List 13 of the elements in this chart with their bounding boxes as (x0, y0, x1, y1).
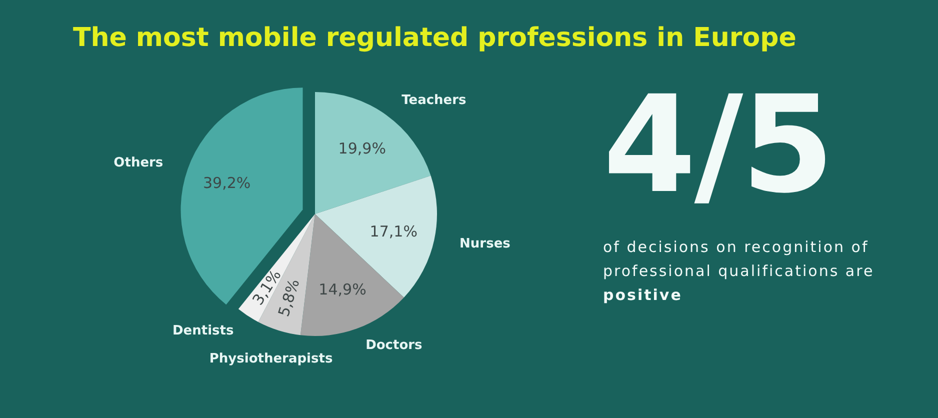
slice-label: Teachers (402, 92, 467, 108)
slice-label: Physiotherapists (209, 352, 333, 367)
slice-label: Nurses (460, 236, 511, 252)
slice-label: Doctors (366, 338, 423, 354)
data-label: 17,1% (370, 222, 418, 240)
text: positive (603, 286, 682, 304)
data-label: 14,9% (318, 280, 366, 299)
data-label: 39,2% (202, 174, 251, 192)
slice-label: Dentists (172, 324, 234, 339)
text: 4/5 (603, 67, 834, 223)
chart-title: The most mobile regulated professions in Europe (73, 23, 796, 53)
slice-label: Others (114, 156, 164, 171)
data-label: 19,9% (338, 140, 386, 158)
